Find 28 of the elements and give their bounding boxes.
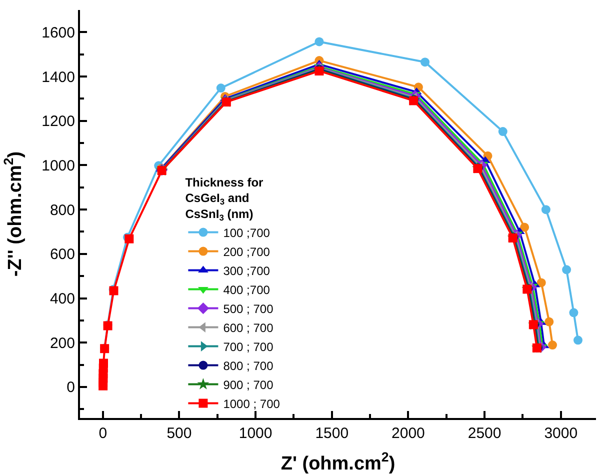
x-tick-label: 2500 <box>468 425 502 442</box>
x-axis-title: Z' (ohm.cm$^{2}$) <box>280 449 396 474</box>
x-tick-label: 1000 <box>238 425 272 442</box>
y-tick-label: 200 <box>50 334 75 352</box>
y-tick-label: 1600 <box>42 24 75 42</box>
legend-label: 600 ; 700 <box>223 320 274 335</box>
y-tick-label: 1400 <box>42 68 75 86</box>
y-tick-label: 1200 <box>42 113 75 130</box>
legend-label: 500 ; 700 <box>223 302 274 316</box>
y-tick-label: 600 <box>50 246 75 264</box>
legend-label: 200 ;700 <box>223 244 270 259</box>
legend-label: 400 ;700 <box>223 282 270 297</box>
x-tick-label: 1500 <box>315 425 349 442</box>
x-tick-label: 0 <box>98 425 108 442</box>
x-tick-label: 3000 <box>544 425 578 442</box>
y-tick-label: 400 <box>50 290 75 308</box>
y-tick-label: 1000 <box>42 157 75 174</box>
x-tick-label: 500 <box>166 425 192 442</box>
legend-label: 700 ; 700 <box>223 340 274 354</box>
y-tick-label: 0 <box>66 379 75 396</box>
legend-label: 1000 ; 700 <box>223 396 280 411</box>
legend-label: 800 ; 700 <box>223 358 274 373</box>
legend-label: 300 ;700 <box>223 264 270 278</box>
legend-title: Thickness for CsGeI$_{3}$ and CsSnI$_{3}$ (nm) <box>185 176 264 222</box>
x-tick-label: 2000 <box>392 425 425 442</box>
y-tick-label: 800 <box>50 202 75 219</box>
legend-label: 900 ; 700 <box>223 378 274 392</box>
legend-label: 100 ;700 <box>223 226 270 240</box>
